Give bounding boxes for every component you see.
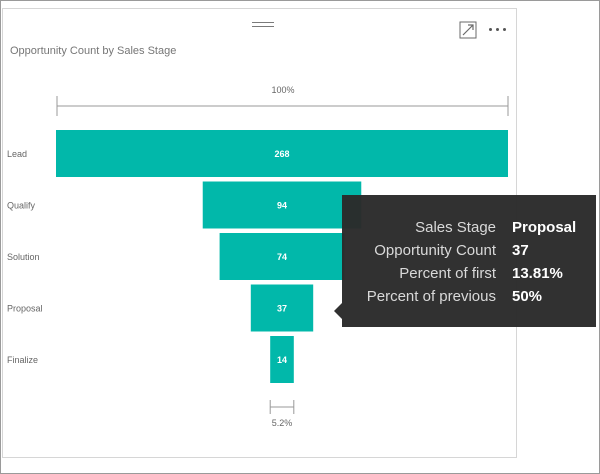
tooltip-label: Percent of first — [399, 265, 496, 282]
tooltip-value: 50% — [512, 288, 543, 305]
tooltip-row: Sales Stage Proposal — [342, 219, 596, 241]
category-label-proposal: Proposal — [7, 304, 43, 314]
bottom-percent-label: 5.2% — [272, 418, 293, 428]
top-percent-bracket — [56, 96, 509, 116]
chart-title: Opportunity Count by Sales Stage — [10, 45, 177, 57]
funnel-bar-proposal[interactable] — [250, 284, 314, 332]
category-label-qualify: Qualify — [7, 201, 36, 211]
category-label-solution: Solution — [7, 252, 40, 262]
category-label-lead: Lead — [7, 149, 27, 159]
tooltip-label: Sales Stage — [415, 219, 496, 236]
funnel-bar-lead[interactable] — [56, 130, 508, 177]
tooltip-value: Proposal — [512, 219, 577, 236]
tooltip-label: Opportunity Count — [374, 242, 496, 259]
funnel-bar-qualify[interactable] — [202, 181, 362, 229]
bottom-percent-bracket — [269, 400, 295, 414]
value-label-solution: 74 — [277, 252, 287, 262]
focus-mode-icon[interactable] — [459, 21, 477, 39]
drag-handle-icon[interactable] — [252, 22, 274, 28]
tooltip-row: Opportunity Count 37 — [342, 242, 596, 264]
more-options-icon[interactable] — [487, 22, 509, 36]
value-label-finalize: 14 — [277, 355, 287, 365]
funnel-bar-solution[interactable] — [219, 233, 345, 280]
funnel-bar-finalize[interactable] — [270, 336, 294, 383]
top-percent-label: 100% — [271, 85, 294, 95]
value-label-lead: 268 — [274, 149, 289, 159]
tooltip-row: Percent of previous 50% — [342, 288, 596, 310]
data-tooltip: Sales Stage Proposal Opportunity Count 37 Pe… — [334, 195, 596, 327]
tooltip-value: 13.81% — [512, 265, 563, 282]
value-label-proposal: 37 — [277, 304, 287, 314]
tooltip-row: Percent of first 13.81% — [342, 265, 596, 287]
tooltip-value: 37 — [512, 242, 529, 259]
value-label-qualify: 94 — [277, 201, 287, 211]
category-label-finalize: Finalize — [7, 355, 38, 365]
tooltip-label: Percent of previous — [366, 288, 496, 305]
